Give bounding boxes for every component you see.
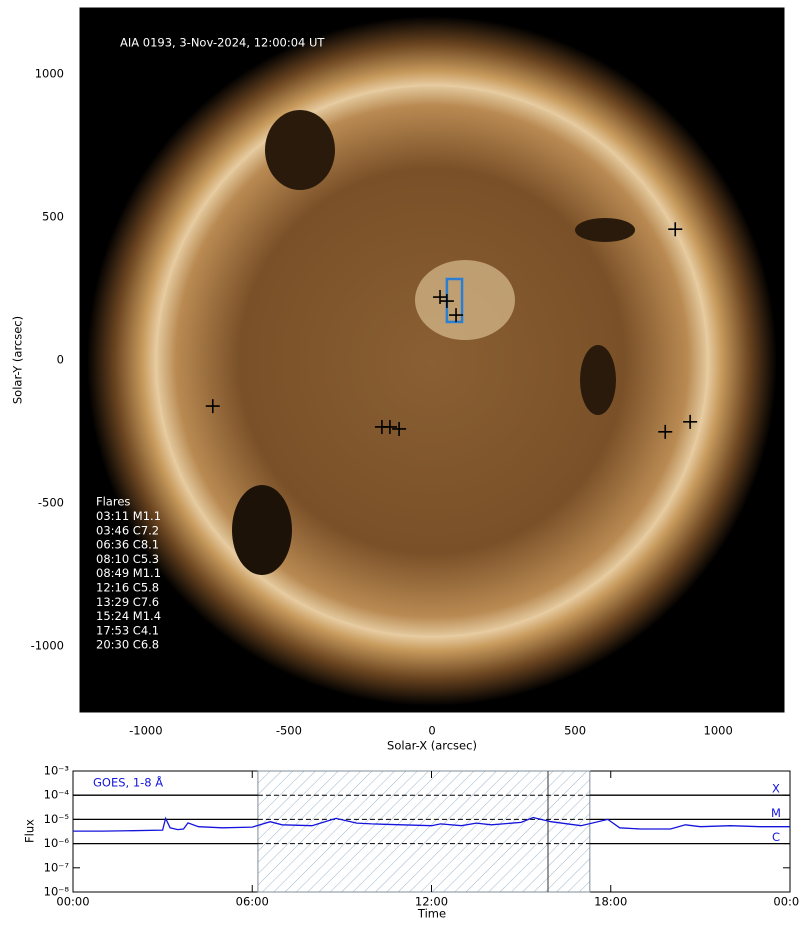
flare-marker bbox=[439, 294, 454, 309]
y-tick-label: 0 bbox=[57, 353, 64, 367]
x-axis-label: Time bbox=[417, 907, 446, 921]
flare-list-title: Flares bbox=[96, 495, 130, 509]
flare-list-item: 20:30 C6.8 bbox=[96, 638, 159, 652]
highlight-region bbox=[257, 770, 591, 893]
x-tick-label: -500 bbox=[276, 724, 302, 738]
coronal-hole bbox=[575, 218, 635, 242]
coronal-hole bbox=[265, 110, 335, 190]
flare-marker bbox=[449, 308, 464, 323]
y-tick-label: 10⁻⁴ bbox=[44, 788, 70, 802]
x-tick-label: 00:00 bbox=[56, 895, 89, 909]
y-tick-label: 10⁻⁷ bbox=[44, 860, 70, 874]
x-tick-label: 1000 bbox=[704, 724, 733, 738]
image-title: AIA 0193, 3-Nov-2024, 12:00:04 UT bbox=[120, 36, 325, 50]
x-tick-label: 18:00 bbox=[594, 895, 627, 909]
coronal-hole bbox=[232, 485, 292, 575]
active-region bbox=[415, 260, 515, 340]
class-label: X bbox=[772, 782, 780, 796]
flare-list-item: 13:29 C7.6 bbox=[96, 595, 159, 609]
y-tick-label: -1000 bbox=[31, 639, 64, 653]
flare-list-item: 17:53 C4.1 bbox=[96, 623, 159, 637]
x-tick-label: 06:00 bbox=[236, 895, 269, 909]
class-label: M bbox=[771, 806, 781, 820]
flare-list-item: 15:24 M1.4 bbox=[96, 609, 161, 623]
flare-marker bbox=[658, 424, 673, 439]
y-axis-label: Solar-Y (arcsec) bbox=[11, 316, 25, 404]
x-tick-label: 12:00 bbox=[415, 895, 448, 909]
solar-disk bbox=[157, 86, 707, 636]
flux-line bbox=[73, 816, 790, 832]
flare-list-item: 08:10 C5.3 bbox=[96, 552, 159, 566]
y-tick-label: -500 bbox=[38, 496, 64, 510]
flare-marker bbox=[205, 399, 220, 414]
solar-image bbox=[80, 8, 784, 712]
flare-list-item: 03:11 M1.1 bbox=[96, 509, 161, 523]
flare-marker bbox=[683, 414, 698, 429]
x-tick-label: 500 bbox=[564, 724, 586, 738]
x-tick-label: -1000 bbox=[129, 724, 162, 738]
coronal-hole bbox=[580, 345, 616, 415]
y-tick-label: 10⁻⁸ bbox=[44, 885, 70, 899]
flare-list-item: 03:46 C7.2 bbox=[96, 523, 159, 537]
flare-marker bbox=[668, 222, 683, 237]
y-tick-label: 500 bbox=[42, 209, 64, 223]
flare-list-item: 06:36 C8.1 bbox=[96, 538, 159, 552]
y-axis-label: Flux bbox=[23, 819, 37, 843]
flare-marker bbox=[382, 419, 397, 434]
x-tick-label: 0 bbox=[428, 724, 435, 738]
legend-label: GOES, 1-8 Å bbox=[93, 775, 163, 790]
class-label: C bbox=[772, 830, 780, 844]
x-tick-label: 00:00 bbox=[773, 895, 799, 909]
y-tick-label: 10⁻⁶ bbox=[44, 836, 70, 850]
y-tick-label: 10⁻³ bbox=[44, 764, 70, 778]
flare-list-item: 08:49 M1.1 bbox=[96, 566, 161, 580]
y-tick-label: 1000 bbox=[35, 66, 64, 80]
flare-list-item: 12:16 C5.8 bbox=[96, 581, 159, 595]
y-tick-label: 10⁻⁵ bbox=[44, 812, 70, 826]
flare-marker bbox=[392, 421, 407, 436]
x-axis-label: Solar-X (arcsec) bbox=[387, 739, 477, 753]
